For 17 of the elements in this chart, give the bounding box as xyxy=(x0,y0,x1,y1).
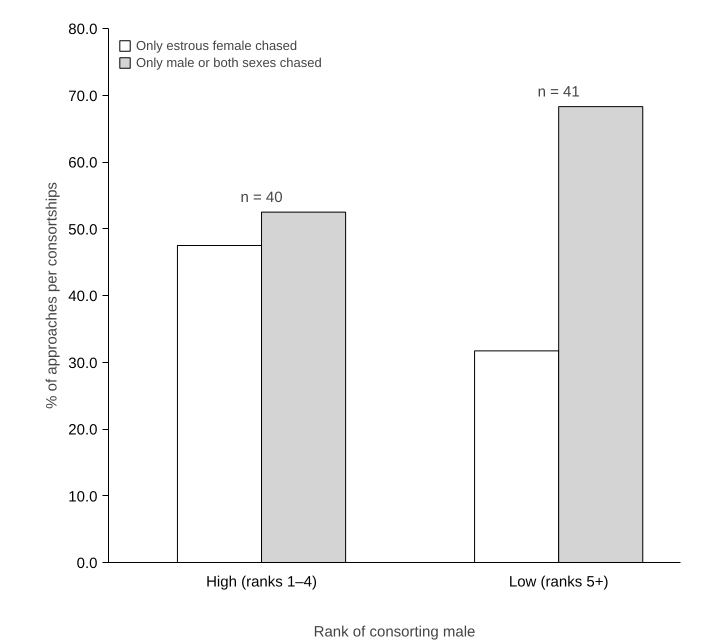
y-tick-label: 10.0 xyxy=(68,488,98,506)
annotation: n = 40 xyxy=(240,189,283,206)
y-tick-label: 20.0 xyxy=(68,422,98,438)
y-tick-label: 30.0 xyxy=(68,354,98,372)
y-tick-label: 0.0 xyxy=(76,555,98,572)
y-axis-title: % of approaches per consortships xyxy=(43,182,60,409)
x-axis-title: Rank of consorting male xyxy=(314,624,476,640)
legend-label: Only male or both sexes chased xyxy=(136,55,322,70)
x-tick-label: Low (ranks 5+) xyxy=(508,574,608,590)
annotation: n = 41 xyxy=(538,84,580,101)
y-tick-label: 70.0 xyxy=(68,88,98,105)
legend-label: Only estrous female chased xyxy=(136,38,298,53)
y-tick-label: 50.0 xyxy=(68,221,98,238)
x-tick-label: High (ranks 1–4) xyxy=(206,574,317,590)
y-tick-label: 80.0 xyxy=(68,21,98,38)
y-tick-label: 40.0 xyxy=(68,288,98,305)
y-tick-label: 60.0 xyxy=(68,154,98,172)
